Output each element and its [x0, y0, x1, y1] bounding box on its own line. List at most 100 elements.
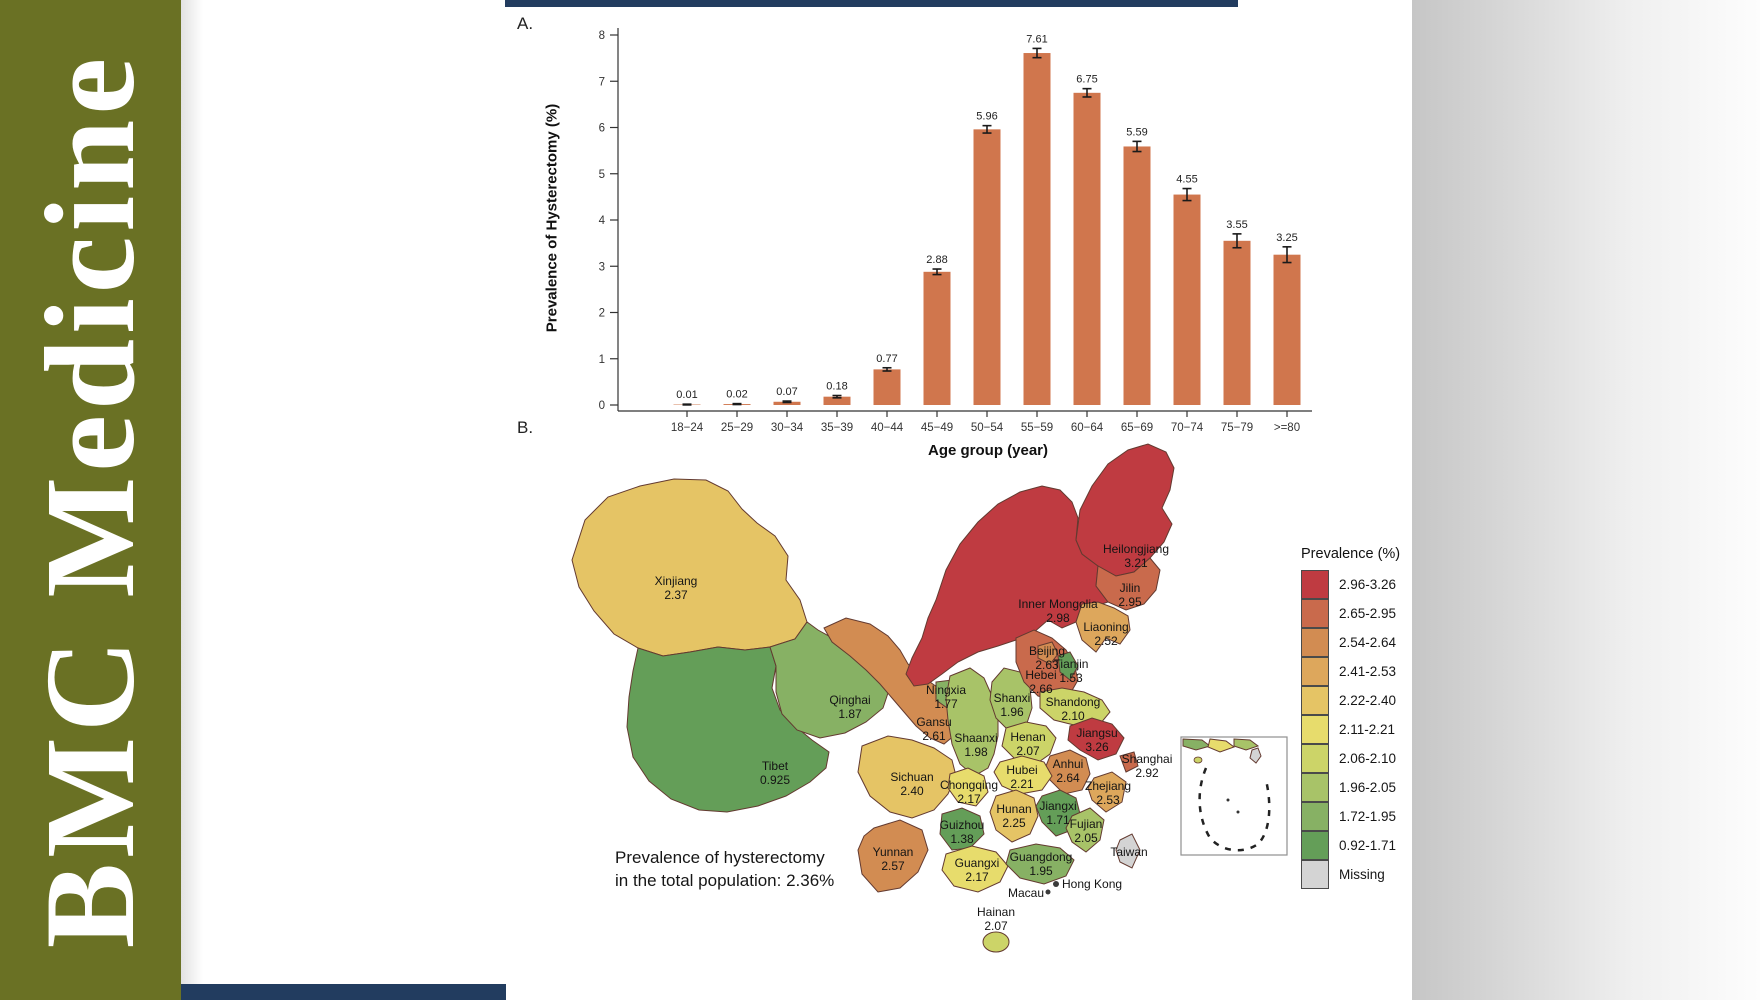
legend-swatch — [1301, 686, 1329, 715]
province-label-jiangsu: Jiangsu — [1076, 726, 1117, 740]
province-label-guangdong: Guangdong — [1010, 850, 1073, 864]
province-guangxi — [941, 845, 1009, 893]
province-value-jiangsu: 3.26 — [1085, 740, 1109, 754]
chart-text: 50−54 — [971, 422, 1004, 434]
south-china-sea-inset — [1180, 736, 1288, 856]
y-axis-title: Prevalence of Hysterectomy (%) — [543, 103, 561, 333]
province-shanxi — [989, 667, 1033, 733]
legend-range-label: 2.22-2.40 — [1339, 693, 1397, 708]
legend-range-label: 1.96-2.05 — [1339, 780, 1397, 795]
province-label-gansu: Gansu — [916, 715, 951, 729]
province-value-gansu: 2.61 — [922, 729, 946, 743]
province-sichuan — [857, 735, 957, 819]
map-caption-line1: Prevalence of hysterectomy — [615, 848, 825, 867]
bar-35−39 — [823, 396, 851, 405]
legend-entry-3: 2.41-2.53 — [1301, 657, 1400, 686]
chart-text: 55−59 — [1021, 422, 1053, 434]
province-label-tibet: Tibet — [762, 759, 789, 773]
chart-text: 6 — [599, 123, 605, 135]
province-zhejiang — [1087, 771, 1127, 813]
map-caption: Prevalence of hysterectomy in the total … — [615, 846, 834, 892]
chart-text: 3 — [599, 261, 605, 273]
x-axis-title: Age group (year) — [927, 442, 1049, 459]
chart-text: 18−24 — [671, 422, 704, 434]
province-label-hainan: Hainan — [977, 905, 1015, 919]
province-value-hubei: 2.21 — [1010, 777, 1034, 791]
chart-text: 5.96 — [976, 111, 997, 123]
chart-text: 6.75 — [1076, 74, 1097, 86]
chart-text: 0 — [599, 400, 605, 412]
chart-text: 35−39 — [821, 422, 853, 434]
chart-text: 3.55 — [1226, 219, 1247, 231]
province-value-chongqing: 2.17 — [957, 792, 981, 806]
province-hebei — [1015, 629, 1079, 701]
province-value-fujian: 2.05 — [1074, 831, 1098, 845]
legend-swatch — [1301, 599, 1329, 628]
chart-text: 40−44 — [871, 422, 904, 434]
map-legend: Prevalence (%) 2.96-3.26 2.65-2.95 2.54-2.… — [1301, 546, 1400, 889]
chart-text: 2 — [599, 308, 605, 320]
legend-range-label: 2.65-2.95 — [1339, 606, 1397, 621]
province-value-liaoning: 2.52 — [1094, 634, 1118, 648]
legend-entry-6: 2.06-2.10 — [1301, 744, 1400, 773]
province-value-jiangxi: 1.71 — [1046, 813, 1070, 827]
journal-title: BMC Medicine — [19, 52, 161, 948]
legend-range-label: 2.41-2.53 — [1339, 664, 1397, 679]
province-jilin — [1095, 557, 1161, 611]
province-value-yunnan: 2.57 — [881, 859, 905, 873]
province-label-shanxi: Shanxi — [994, 691, 1031, 705]
page-bottom-bar — [181, 984, 506, 1000]
province-label-yunnan: Yunnan — [873, 845, 914, 859]
province-label-taiwan: Taiwan — [1110, 845, 1147, 859]
province-label-macau: Macau — [1008, 886, 1044, 900]
province-shaanxi — [945, 667, 999, 777]
bar-30−34 — [773, 401, 801, 405]
chart-text: 5 — [599, 169, 605, 181]
province-label-guangxi: Guangxi — [955, 856, 1000, 870]
province-label-jilin: Jilin — [1120, 581, 1141, 595]
province-label-beijing: Beijing — [1029, 644, 1065, 658]
province-label-henan: Henan — [1010, 730, 1045, 744]
map-caption-line2: in the total population: 2.36% — [615, 871, 835, 890]
nine-dash-line — [1198, 767, 1271, 852]
province-label-liaoning: Liaoning — [1083, 620, 1128, 634]
bar->=80 — [1273, 254, 1301, 405]
journal-brand-band: BMC Medicine — [0, 0, 181, 1000]
legend-swatch — [1301, 744, 1329, 773]
chart-text: 65−69 — [1121, 422, 1153, 434]
province-hainan — [982, 931, 1010, 953]
legend-entry-5: 2.11-2.21 — [1301, 715, 1400, 744]
province-label-guizhou: Guizhou — [940, 818, 985, 832]
province-jiangsu — [1067, 717, 1125, 761]
legend-entry-0: 2.96-3.26 — [1301, 570, 1400, 599]
chart-text: 70−74 — [1171, 422, 1204, 434]
bar-75−79 — [1223, 240, 1251, 405]
chart-text: 45−49 — [921, 422, 953, 434]
province-value-hainan: 2.07 — [984, 919, 1008, 933]
province-value-tibet: 0.925 — [760, 773, 790, 787]
chart-text: 4 — [599, 215, 606, 227]
province-tianjin — [1057, 651, 1079, 681]
legend-swatch — [1301, 773, 1329, 802]
province-value-xinjiang: 2.37 — [664, 588, 688, 602]
chart-text: 0.77 — [876, 353, 897, 365]
province-yunnan — [857, 819, 929, 893]
province-label-xinjiang: Xinjiang — [655, 574, 698, 588]
bar-45−49 — [923, 271, 951, 405]
province-label-sichuan: Sichuan — [890, 770, 933, 784]
province-chongqing — [947, 767, 989, 807]
page-left-shadow — [181, 0, 203, 1000]
legend-rows: 2.96-3.26 2.65-2.95 2.54-2.64 2.41-2.53 2.22… — [1301, 570, 1400, 889]
chart-text: 30−34 — [771, 422, 804, 434]
chart-text: 0.07 — [776, 386, 797, 398]
province-value-guizhou: 1.38 — [950, 832, 974, 846]
province-value-henan: 2.07 — [1016, 744, 1040, 758]
province-label-zhejiang: Zhejiang — [1085, 779, 1131, 793]
province-liaoning — [1075, 601, 1131, 653]
bar-65−69 — [1123, 146, 1151, 405]
legend-entry-7: 1.96-2.05 — [1301, 773, 1400, 802]
province-beijing — [1037, 641, 1059, 665]
legend-range-label: Missing — [1339, 867, 1385, 882]
province-shapes — [571, 443, 1175, 953]
province-label-fujian: Fujian — [1070, 817, 1103, 831]
